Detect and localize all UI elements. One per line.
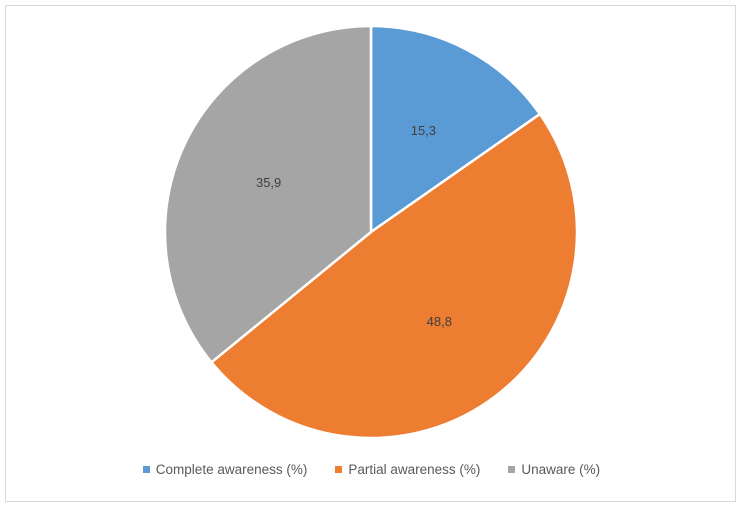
data-label-unaware: 35,9 — [256, 175, 281, 190]
legend-label-unaware: Unaware (%) — [521, 462, 601, 477]
legend: Complete awareness (%) Partial awareness… — [0, 462, 743, 477]
pie-slice-unaware — [163, 24, 373, 364]
data-label-complete: 15,3 — [411, 123, 436, 138]
pie-slice-partial — [210, 112, 579, 440]
legend-label-complete: Complete awareness (%) — [155, 462, 308, 477]
legend-swatch-complete — [142, 466, 150, 473]
legend-swatch-unaware — [508, 466, 516, 473]
legend-label-partial: Partial awareness (%) — [348, 462, 481, 477]
pie-slice-complete — [369, 24, 542, 234]
legend-item-partial: Partial awareness (%) — [335, 462, 480, 477]
legend-item-complete: Complete awareness (%) — [142, 462, 308, 477]
legend-item-unaware: Unaware (%) — [508, 462, 600, 477]
legend-swatch-partial — [335, 466, 343, 473]
data-label-partial: 48,8 — [427, 314, 452, 329]
